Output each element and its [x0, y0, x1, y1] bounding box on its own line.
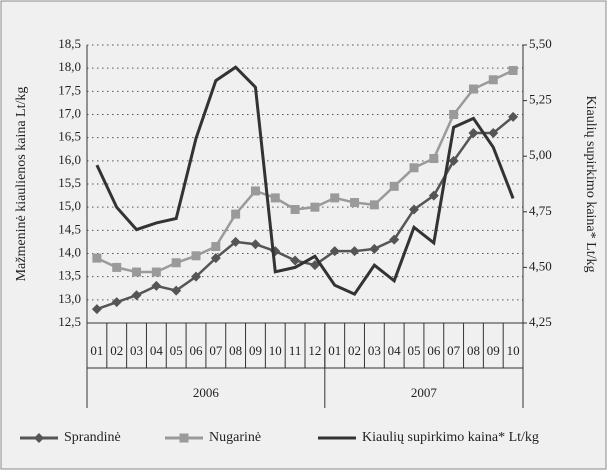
diamond-marker: [191, 271, 201, 282]
x-tick-label: 06: [427, 343, 441, 358]
x-tick-label: 07: [447, 343, 461, 358]
y2-tick-label: 5,50: [529, 36, 552, 51]
y-tick-label: 18,5: [58, 36, 81, 51]
diamond-marker: [488, 128, 499, 139]
x-tick-label: 07: [209, 343, 223, 358]
x-tick-label: 11: [289, 343, 302, 358]
square-marker: [488, 75, 498, 85]
y-tick-label: 16,0: [58, 152, 81, 167]
diamond-marker: [369, 243, 380, 254]
y-tick-label: 13,0: [58, 291, 81, 306]
y-tick-label: 18,0: [58, 59, 81, 74]
x-tick-label: 09: [249, 343, 262, 358]
y-tick-label: 17,5: [58, 82, 81, 97]
legend-label: Kiaulių supirkimo kaina* Lt/kg: [362, 430, 539, 445]
x-tick-label: 10: [269, 343, 282, 358]
y2-tick-label: 4,75: [529, 203, 552, 218]
diamond-marker: [111, 297, 122, 308]
x-tick-label: 01: [90, 343, 103, 358]
y2-tick-label: 5,25: [529, 92, 552, 107]
diamond-marker: [448, 155, 459, 166]
y-axis-title: Mažmeninė kiaulienos kaina Lt/kg: [14, 87, 29, 282]
x-tick-label: 02: [110, 343, 123, 358]
series-line: [95, 65, 515, 296]
square-marker: [92, 253, 102, 263]
diamond-marker: [508, 111, 519, 122]
y-tick-label: 14,5: [58, 221, 81, 236]
x-tick-label: 08: [229, 343, 242, 358]
x-tick-label: 12: [308, 343, 321, 358]
series-line: [96, 69, 514, 274]
square-marker: [290, 204, 300, 214]
square-marker: [112, 262, 122, 272]
diamond-marker: [409, 204, 419, 215]
y-tick-label: 16,5: [58, 129, 81, 144]
diamond-marker: [210, 253, 221, 264]
square-marker: [231, 209, 241, 219]
x-tick-label: 04: [388, 343, 402, 358]
x-tick-label: 02: [348, 343, 361, 358]
x-tick-label: 06: [190, 343, 204, 358]
diamond-marker: [230, 236, 241, 247]
y2-axis-title: Kiaulių supirkimo kaina* Lt/kg: [583, 96, 598, 273]
square-marker: [350, 198, 360, 208]
square-marker: [179, 433, 189, 443]
y-tick-label: 13,5: [58, 268, 81, 283]
legend-label: Sprandinė: [64, 430, 121, 445]
square-marker: [132, 267, 142, 277]
square-marker: [468, 84, 478, 94]
diamond-marker: [309, 260, 320, 271]
square-marker: [409, 163, 419, 173]
x-tick-label: 09: [487, 343, 500, 358]
x-tick-label: 08: [467, 343, 480, 358]
y-tick-label: 14,0: [58, 244, 81, 259]
square-marker: [171, 258, 181, 268]
square-marker: [270, 193, 280, 203]
square-marker: [330, 193, 340, 203]
legend-label: Nugarinė: [209, 430, 261, 445]
x-tick-label: 05: [170, 343, 183, 358]
year-label: 2007: [411, 385, 438, 400]
square-marker: [151, 267, 161, 277]
x-tick-label: 05: [408, 343, 421, 358]
diamond-marker: [91, 304, 102, 315]
diamond-marker: [329, 246, 340, 257]
y-tick-label: 12,5: [58, 314, 81, 329]
square-marker: [310, 202, 320, 212]
x-tick-label: 04: [150, 343, 164, 358]
y2-tick-label: 4,50: [529, 258, 552, 273]
diamond-marker: [468, 128, 479, 139]
y2-tick-label: 4,25: [529, 314, 552, 329]
diamond-marker: [131, 290, 142, 301]
diamond-marker: [428, 190, 439, 201]
square-marker: [449, 110, 459, 119]
x-tick-label: 01: [328, 343, 341, 358]
x-tick-label: 03: [368, 343, 381, 358]
y-tick-label: 15,5: [58, 175, 81, 190]
square-marker: [369, 200, 379, 210]
year-label: 2006: [193, 385, 220, 400]
square-marker: [389, 181, 399, 191]
square-marker: [211, 242, 221, 252]
diamond-marker: [34, 433, 44, 443]
y-tick-label: 15,0: [58, 198, 81, 213]
square-marker: [508, 65, 518, 75]
diamond-marker: [349, 246, 360, 257]
x-tick-label: 03: [130, 343, 143, 358]
diamond-marker: [171, 285, 182, 296]
diamond-marker: [151, 280, 162, 291]
square-marker: [429, 154, 439, 164]
square-marker: [250, 186, 260, 196]
y2-tick-label: 5,00: [529, 147, 552, 162]
diamond-marker: [250, 239, 261, 250]
square-marker: [191, 251, 201, 261]
x-tick-label: 10: [507, 343, 520, 358]
diamond-marker: [389, 234, 400, 245]
y-tick-label: 17,0: [58, 105, 81, 120]
diamond-marker: [290, 255, 301, 266]
